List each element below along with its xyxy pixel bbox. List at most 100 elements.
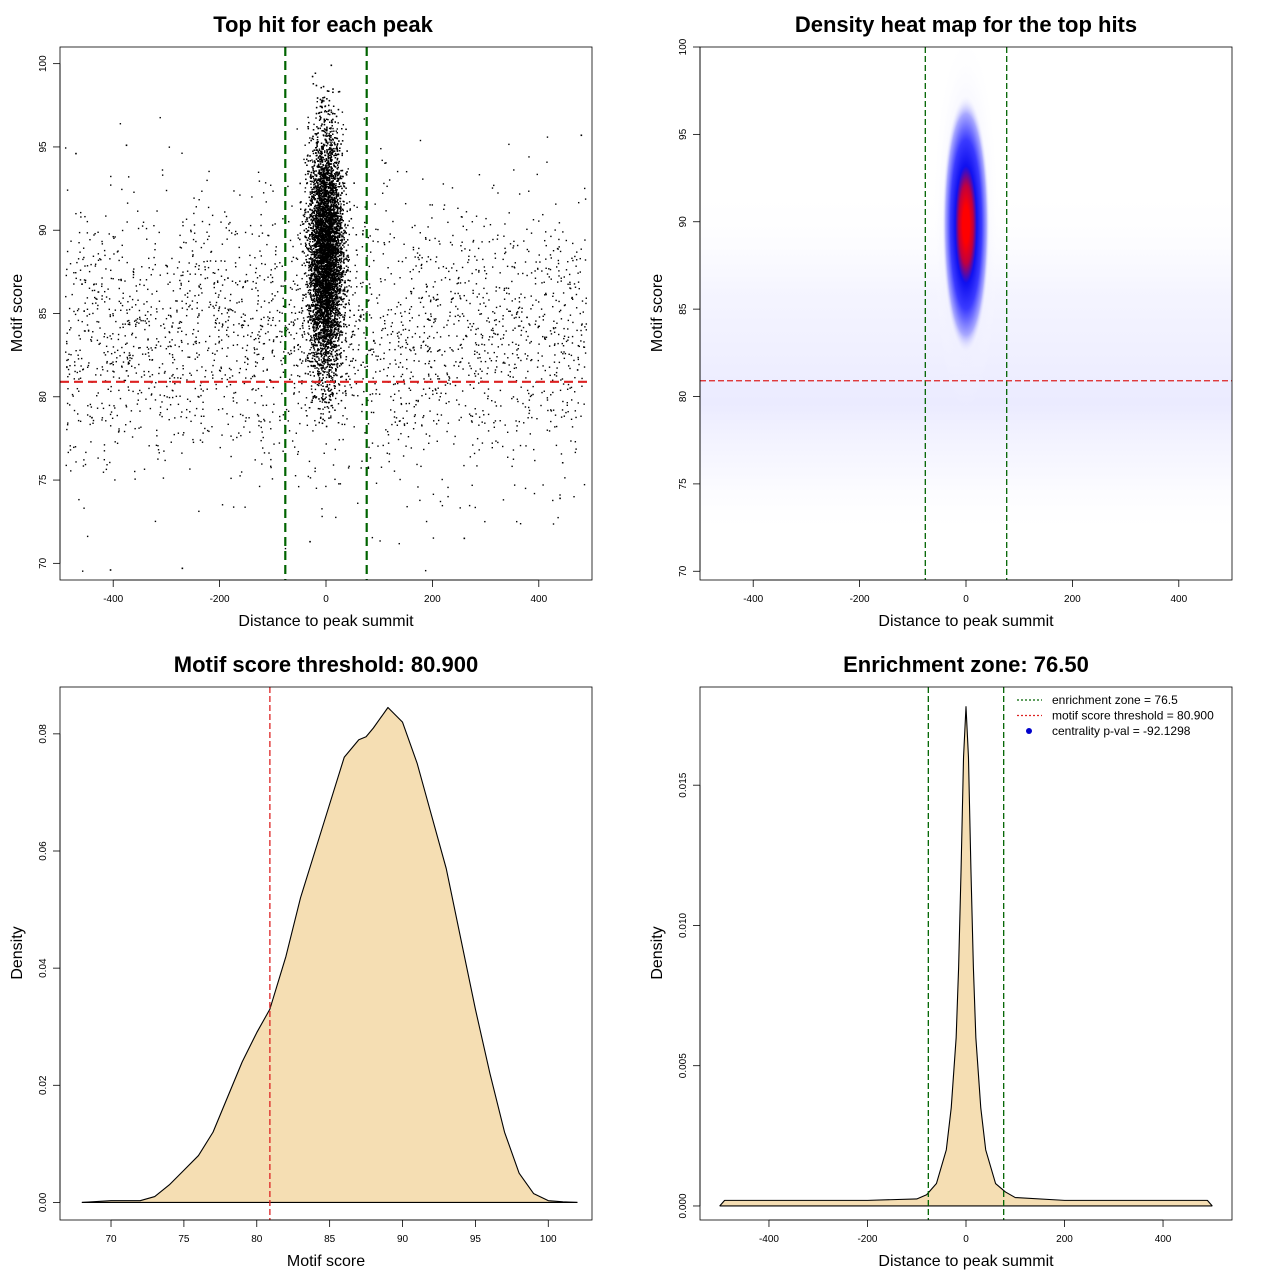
scatter-point [295, 332, 298, 335]
scatter-point [127, 363, 130, 365]
scatter-point [526, 274, 528, 277]
scatter-point [424, 393, 427, 395]
scatter-point [518, 420, 521, 423]
scatter-point [387, 366, 390, 369]
scatter-point [301, 221, 304, 223]
scatter-point [372, 348, 374, 350]
scatter-point [394, 421, 397, 423]
scatter-point [95, 374, 97, 376]
scatter-point [357, 348, 360, 351]
scatter-point [421, 394, 423, 397]
scatter-point [202, 401, 204, 404]
scatter-point [302, 327, 304, 329]
scatter-point [528, 323, 530, 325]
scatter-point [493, 421, 495, 424]
scatter-point [303, 352, 305, 354]
scatter-point [343, 317, 346, 319]
scatter-point [282, 357, 285, 359]
scatter-point [235, 282, 237, 284]
scatter-point [463, 315, 465, 317]
scatter-point [556, 367, 558, 369]
scatter-point [383, 243, 386, 246]
scatter-point [514, 363, 516, 366]
scatter-point [273, 355, 275, 357]
scatter-point [514, 327, 516, 329]
scatter-point [483, 266, 486, 268]
scatter-point [488, 336, 491, 338]
scatter-point [409, 348, 411, 351]
scatter-point [79, 349, 81, 351]
scatter-point [74, 364, 76, 367]
scatter-point [537, 325, 540, 328]
scatter-point [207, 349, 209, 352]
scatter-point [221, 323, 224, 325]
scatter-point [267, 319, 270, 322]
scatter-point [158, 300, 161, 302]
scatter-point [116, 414, 118, 417]
scatter-point [405, 341, 408, 344]
scatter-point [218, 369, 221, 372]
scatter-point [322, 408, 324, 410]
scatter-point [477, 327, 479, 330]
scatter-point [342, 392, 344, 394]
scatter-point [398, 366, 400, 368]
scatter-point [189, 273, 191, 275]
scatter-point [66, 428, 68, 431]
scatter-point [375, 393, 377, 395]
scatter-point [368, 265, 371, 268]
scatter-point [247, 358, 249, 361]
scatter-point [118, 428, 120, 430]
scatter-point [141, 353, 144, 355]
scatter-point [270, 300, 273, 302]
scatter-point [429, 319, 431, 321]
scatter-point [203, 415, 205, 417]
scatter-point [309, 477, 312, 479]
scatter-point [281, 265, 283, 267]
scatter-point [512, 329, 514, 331]
scatter-point [274, 223, 276, 225]
scatter-point [410, 291, 413, 293]
scatter-point [300, 407, 303, 409]
scatter-point [413, 406, 415, 408]
scatter-point [401, 260, 404, 263]
scatter-point [390, 409, 392, 411]
scatter-point [159, 116, 161, 119]
scatter-point [530, 340, 532, 343]
scatter-point [239, 194, 241, 196]
scatter-point [174, 417, 176, 419]
scatter-point [254, 271, 257, 274]
scatter-point [475, 328, 477, 331]
scatter-point [73, 409, 76, 412]
scatter-point [248, 417, 250, 419]
scatter-point [182, 221, 184, 223]
scatter-point [219, 370, 222, 372]
scatter-point [384, 322, 386, 325]
scatter-point [314, 467, 316, 469]
scatter-point [82, 258, 84, 261]
scatter-point [134, 304, 137, 306]
scatter-point [369, 287, 371, 289]
scatter-point [461, 266, 464, 269]
scatter-point [541, 282, 543, 284]
scatter-point [422, 388, 425, 390]
scatter-point [65, 351, 67, 353]
scatter-point [107, 350, 109, 353]
scatter-point [79, 279, 82, 281]
scatter-point [520, 293, 522, 295]
scatter-point [295, 289, 298, 291]
scatter-point [389, 342, 391, 344]
scatter-point [260, 328, 262, 331]
scatter-point [255, 337, 257, 340]
scatter-point [324, 370, 326, 373]
scatter-point [173, 273, 175, 275]
scatter-point [402, 329, 405, 331]
scatter-point [266, 369, 268, 371]
scatter-point [119, 355, 121, 357]
scatter-point [122, 326, 124, 329]
scatter-point [475, 370, 477, 372]
scatter-point [481, 442, 484, 444]
scatter-point [439, 304, 442, 306]
scatter-point [522, 272, 524, 275]
scatter-point [83, 279, 86, 281]
scatter-point [66, 402, 69, 405]
